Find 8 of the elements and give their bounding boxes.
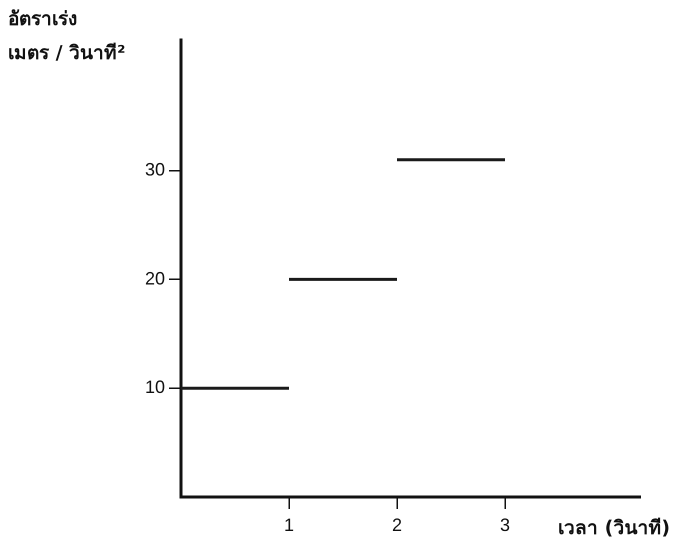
y-axis-title: อัตราเร่ง เมตร / วินาที² — [8, 7, 126, 66]
x-axis-title: เวลา (วินาที) — [558, 516, 670, 541]
x-tick-label: 3 — [500, 514, 510, 535]
y-tick-label: 10 — [144, 377, 165, 398]
x-tick-label: 1 — [284, 514, 294, 535]
y-tick-label: 30 — [144, 160, 165, 180]
y-tick-label: 20 — [144, 268, 165, 288]
x-tick-label: 2 — [392, 514, 402, 535]
